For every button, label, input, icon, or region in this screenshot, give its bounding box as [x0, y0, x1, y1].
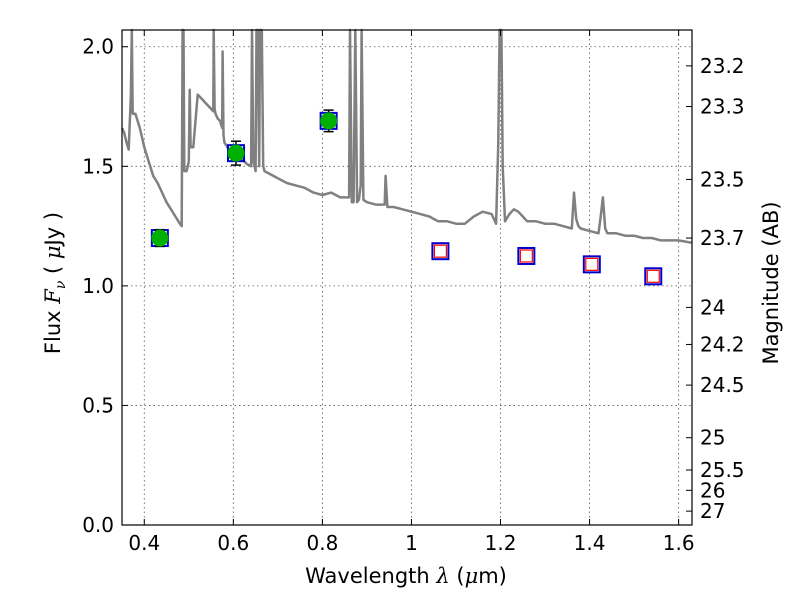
model-point [517, 246, 536, 265]
detection-point [319, 109, 338, 133]
model-point [582, 255, 601, 274]
x-tick-label: 0.8 [306, 531, 338, 555]
x-tick-label: 1 [405, 531, 418, 555]
y-tick-label: 1.5 [82, 154, 114, 178]
y-tick-label: 0.0 [82, 513, 114, 537]
model-box-marker [644, 267, 663, 286]
model-box-marker [582, 255, 601, 274]
right-tick-label: 25 [700, 426, 725, 450]
y-tick-label: 2.0 [82, 35, 114, 59]
right-tick-label: 27 [700, 499, 725, 523]
right-tick-label: 23.5 [700, 167, 745, 191]
model-box-marker [431, 242, 450, 261]
model-point [644, 267, 663, 286]
right-tick-label: 23.3 [700, 95, 745, 119]
model-inner-marker [646, 269, 660, 283]
model-inner-marker [585, 257, 599, 271]
y-tick-label: 1.0 [82, 274, 114, 298]
right-tick-label: 25.5 [700, 458, 745, 482]
x-tick-label: 0.4 [128, 531, 160, 555]
model-box-marker [517, 246, 536, 265]
detection-marker [320, 112, 338, 130]
right-tick-label: 24 [700, 295, 725, 319]
model-inner-marker [433, 244, 447, 258]
right-tick-label: 24.5 [700, 373, 745, 397]
data-points [150, 109, 663, 286]
model-inner-marker [519, 249, 533, 263]
model-spectrum-line [120, 28, 693, 245]
x-tick-label: 0.6 [217, 531, 249, 555]
x-tick-label: 1.2 [485, 531, 517, 555]
right-tick-label: 23.2 [700, 54, 745, 78]
y-axis-label: Flux Fν ( μJy ) [41, 212, 69, 354]
plot-frame [121, 29, 693, 526]
axis-ticks: 0.4 0.6 0.8 1 1.2 1.4 1.6 0.0 0.5 1.0 1.5 2.0 23.2 23… [82, 30, 745, 555]
y-axis-right-label: Magnitude (AB) [759, 201, 783, 364]
right-tick-label: 23.7 [700, 226, 745, 250]
plot-area [120, 28, 693, 286]
model-point [431, 242, 450, 261]
right-tick-label: 24.2 [700, 332, 745, 356]
x-tick-label: 1.6 [663, 531, 695, 555]
right-tick-label: 26 [700, 478, 725, 502]
y-tick-label: 0.5 [82, 393, 114, 417]
detection-marker [151, 229, 169, 247]
detection-marker [227, 144, 245, 162]
x-tick-label: 1.4 [574, 531, 606, 555]
x-axis-label: Wavelength λ (μm) [305, 564, 507, 588]
detection-point [150, 228, 169, 248]
detection-point [227, 140, 245, 166]
